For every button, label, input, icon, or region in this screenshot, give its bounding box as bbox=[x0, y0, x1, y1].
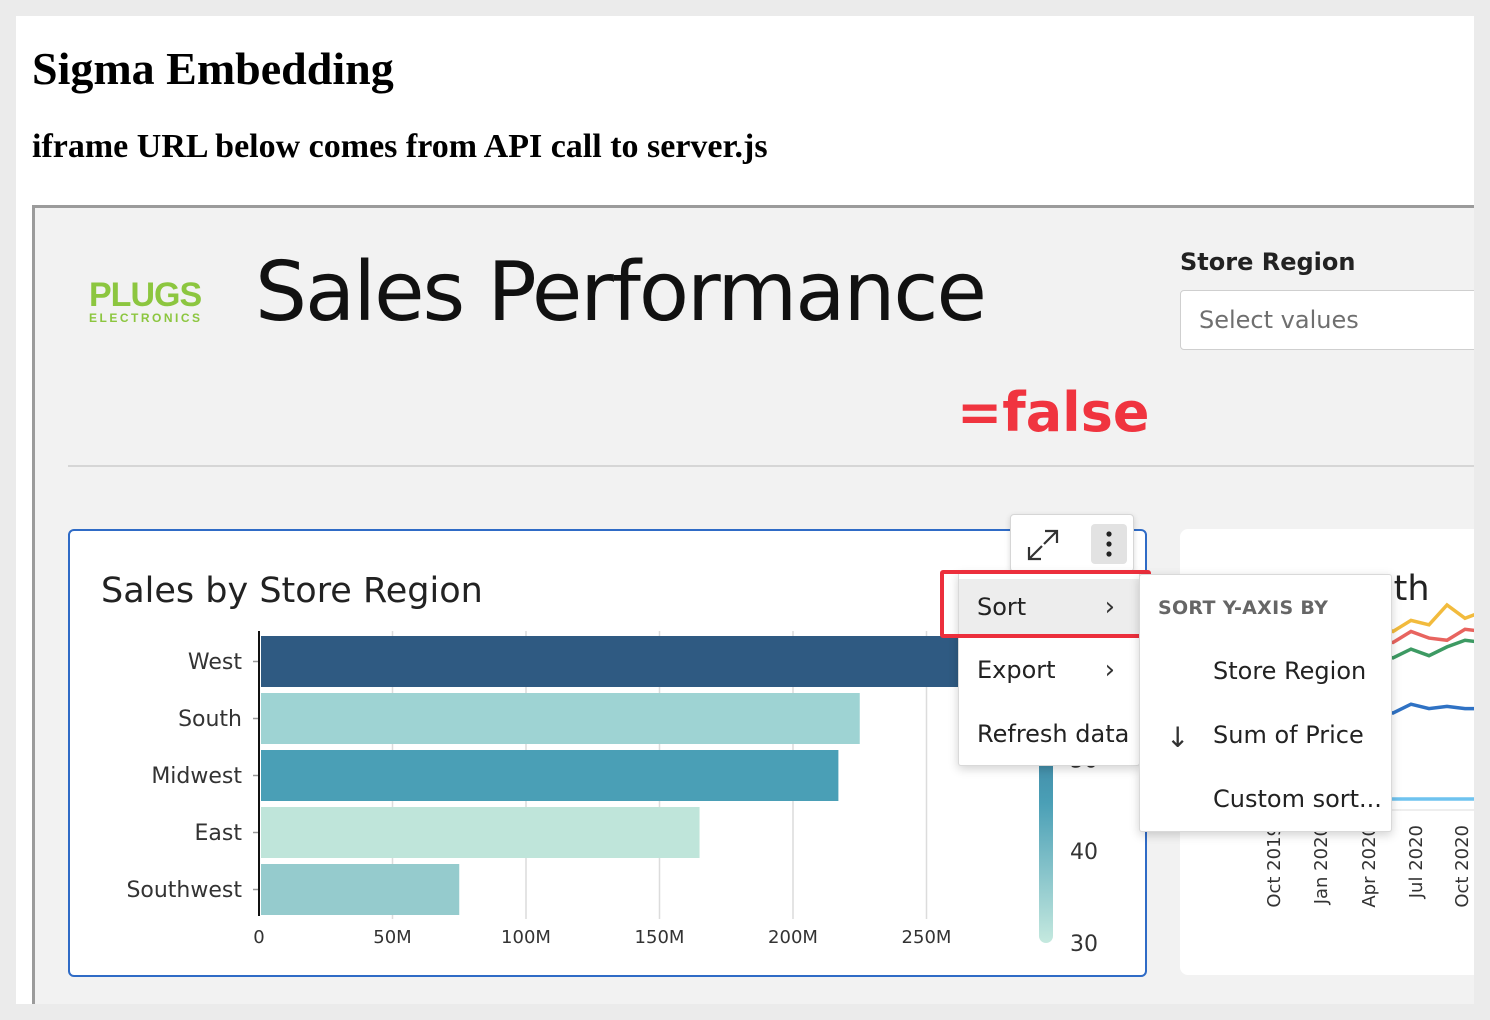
page-heading: Sigma Embedding bbox=[32, 46, 394, 92]
menu-item-refresh-data[interactable]: Refresh data bbox=[959, 706, 1139, 762]
submenu-header: SORT Y-AXIS BY bbox=[1158, 597, 1328, 619]
menu-item-sort[interactable]: Sort › bbox=[959, 579, 1139, 635]
category-label: East bbox=[195, 821, 243, 846]
logo-subtext: ELECTRONICS bbox=[89, 311, 209, 325]
x-tick-label: Jan 2020 bbox=[1311, 825, 1332, 905]
host-page: Sigma Embedding iframe URL below comes f… bbox=[16, 16, 1474, 1004]
plugs-logo: PLUGS ELECTRONICS bbox=[89, 278, 209, 325]
category-label: South bbox=[178, 707, 242, 732]
page-subheading: iframe URL below comes from API call to … bbox=[32, 130, 768, 164]
sort-option-store-region[interactable]: Store Region bbox=[1213, 657, 1366, 685]
more-vertical-icon[interactable] bbox=[1091, 524, 1127, 564]
element-menu: Sort › Export › Refresh data bbox=[958, 572, 1140, 766]
menu-item-label: Export bbox=[977, 656, 1056, 684]
x-tick-label: Jul 2020 bbox=[1406, 825, 1427, 899]
x-tick-label: Oct 2020 bbox=[1452, 825, 1473, 908]
x-tick-label: 50M bbox=[373, 927, 411, 948]
x-tick-label: 150M bbox=[635, 927, 685, 948]
x-tick-label: 250M bbox=[902, 927, 952, 948]
bar bbox=[261, 864, 459, 915]
annotation-text: =false bbox=[957, 386, 1149, 440]
menu-item-label: Refresh data bbox=[977, 720, 1129, 748]
color-legend-label: 30 bbox=[1070, 932, 1098, 957]
bar bbox=[261, 693, 860, 744]
store-region-select[interactable]: Select values bbox=[1180, 290, 1474, 350]
chevron-right-icon: › bbox=[1105, 579, 1115, 635]
category-label: Midwest bbox=[151, 764, 242, 789]
x-tick-label: 100M bbox=[501, 927, 551, 948]
x-tick-label: Oct 2019 bbox=[1264, 825, 1285, 908]
logo-wordmark: PLUGS bbox=[89, 278, 209, 312]
dashboard-title: Sales Performance bbox=[255, 248, 985, 338]
bar bbox=[261, 636, 1033, 687]
sort-option-custom-sort[interactable]: Custom sort... bbox=[1213, 785, 1382, 813]
sort-option-sum-of-price[interactable]: Sum of Price bbox=[1213, 721, 1364, 749]
bar bbox=[261, 807, 700, 858]
color-legend-label: 40 bbox=[1070, 840, 1098, 865]
x-tick-label: Apr 2020 bbox=[1359, 825, 1380, 908]
category-label: West bbox=[188, 650, 242, 675]
x-tick-label: 200M bbox=[768, 927, 818, 948]
element-toolbar bbox=[1010, 514, 1134, 572]
menu-item-export[interactable]: Export › bbox=[959, 642, 1139, 698]
menu-item-label: Sort bbox=[977, 593, 1026, 621]
divider bbox=[68, 465, 1474, 467]
store-region-filter-label: Store Region bbox=[1180, 248, 1355, 276]
x-tick-label: 0 bbox=[253, 927, 264, 948]
category-label: Southwest bbox=[126, 878, 242, 903]
sort-submenu: SORT Y-AXIS BY Store Region ↓ Sum of Pri… bbox=[1139, 574, 1392, 832]
bar bbox=[261, 750, 838, 801]
expand-icon[interactable] bbox=[1023, 525, 1063, 565]
sort-descending-icon: ↓ bbox=[1166, 721, 1189, 754]
chevron-right-icon: › bbox=[1105, 642, 1115, 698]
